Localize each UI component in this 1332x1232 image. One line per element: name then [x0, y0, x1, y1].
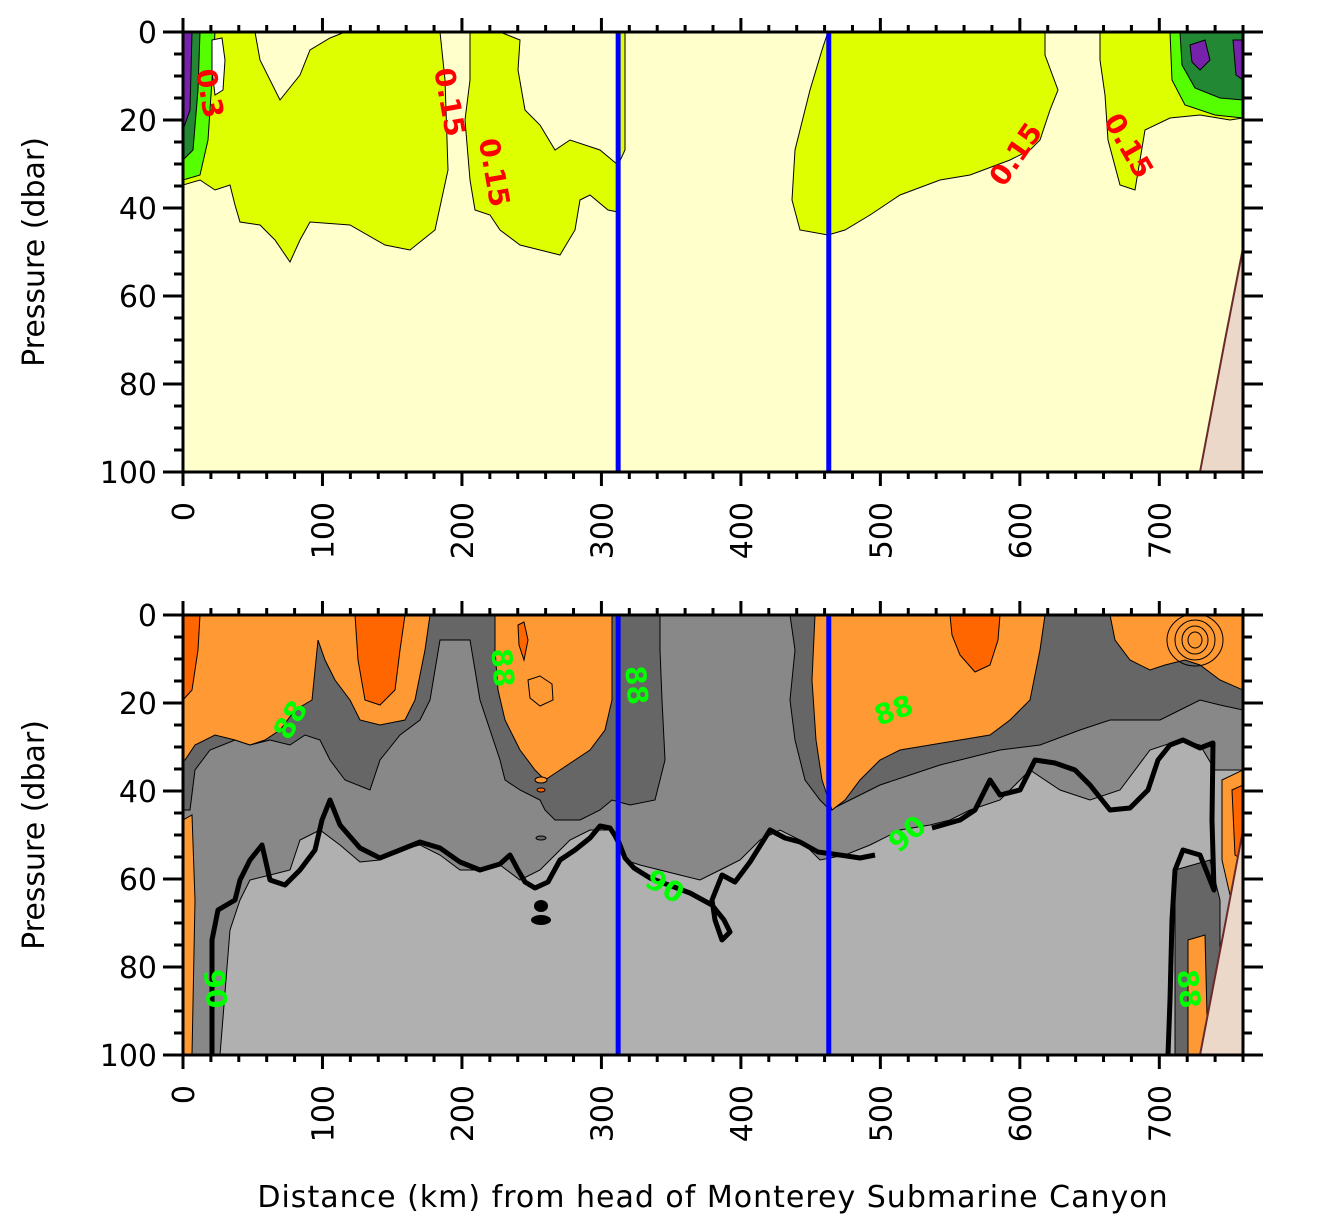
x-tick-label: 400	[725, 1085, 760, 1142]
bottom-contour-field	[183, 615, 1243, 1055]
bottom-far-right-tight-contours	[1166, 615, 1224, 667]
y-tick-label: 0	[138, 599, 157, 634]
x-tick-label: 300	[585, 502, 620, 559]
top-axis-tick-labels: 0 100 200 300 400 500 600 700 0 20 40 60 80 100	[100, 16, 1179, 559]
y-tick-label: 100	[100, 456, 157, 491]
x-tick-label: 200	[446, 1085, 481, 1142]
x-tick-label: 500	[864, 1085, 899, 1142]
top-panel: 0.3 0.150.15 0.15 0.15 0 100 200 300 400 500 600 7…	[17, 16, 1263, 559]
top-y-axis-label: Pressure (dbar)	[17, 137, 52, 367]
top-seafloor	[1198, 247, 1243, 472]
bottom-region-dark-orange-left-edge	[183, 615, 201, 701]
x-tick-label: 0	[167, 502, 202, 521]
top-left-white-patch	[211, 37, 226, 96]
x-tick-label: 200	[446, 502, 481, 559]
x-tick-label: 600	[1004, 1085, 1039, 1142]
bottom-region-dark-orange-1	[354, 615, 406, 706]
bottom-left-edge-orange	[183, 814, 196, 1055]
bottom-axis-tick-labels: 0 100 200 300 400 500 600 700 0 20 40 60 80 100	[100, 599, 1179, 1142]
y-tick-label: 40	[119, 192, 157, 227]
bottom-center-blob-2	[517, 621, 529, 662]
bottom-center-blob-3	[534, 776, 548, 784]
contour-label: 90	[197, 968, 233, 1010]
top-contour-region-left	[183, 32, 449, 264]
bottom-small-black-blob	[534, 900, 548, 912]
bottom-small-black-blob-2	[531, 915, 551, 925]
y-tick-label: 0	[138, 16, 157, 51]
top-blob-far-right-core	[1189, 39, 1243, 81]
bottom-center-blob-4	[536, 787, 546, 793]
x-tick-label: 0	[167, 1085, 202, 1104]
x-tick-label: 500	[864, 502, 899, 559]
x-tick-label: 100	[306, 502, 341, 559]
y-tick-label: 80	[119, 368, 157, 403]
contour-label: 88	[618, 664, 654, 706]
y-tick-label: 100	[100, 1039, 157, 1074]
bottom-seafloor	[1198, 829, 1243, 1055]
top-contour-field	[183, 32, 1243, 472]
top-left-edge-purple	[183, 32, 193, 131]
bottom-contour-90-main	[209, 797, 876, 1055]
bottom-vertical-lines	[615, 615, 832, 1055]
x-tick-label: 100	[306, 1085, 341, 1142]
bottom-center-blob-5	[535, 835, 547, 841]
x-axis-label: Distance (km) from head of Monterey Subm…	[257, 1180, 1168, 1215]
y-tick-label: 60	[119, 280, 157, 315]
top-contour-region-right	[791, 32, 1059, 236]
top-axis-ticks	[163, 18, 1263, 486]
x-tick-label: 700	[1143, 1085, 1178, 1142]
y-tick-label: 80	[119, 951, 157, 986]
x-tick-label: 700	[1143, 502, 1178, 559]
bottom-region-orange-far-right	[1109, 615, 1243, 691]
bottom-axis-ticks	[163, 601, 1263, 1069]
top-vertical-lines	[615, 32, 832, 472]
bottom-center-blob-1	[527, 675, 554, 707]
contour-label: 88	[484, 647, 520, 689]
y-tick-label: 60	[119, 863, 157, 898]
top-contour-region-middle	[464, 32, 626, 256]
x-tick-label: 600	[1004, 502, 1039, 559]
contour-label: 88	[1171, 968, 1207, 1010]
y-tick-label: 40	[119, 775, 157, 810]
bottom-contour-90-right	[931, 737, 1217, 1055]
bottom-y-axis-label: Pressure (dbar)	[17, 720, 52, 950]
y-tick-label: 20	[119, 687, 157, 722]
x-tick-label: 400	[725, 502, 760, 559]
y-tick-label: 20	[119, 104, 157, 139]
bottom-right-pocket-orange	[1187, 934, 1209, 1055]
bottom-region-dark-orange-2	[949, 615, 1001, 673]
x-tick-label: 300	[585, 1085, 620, 1142]
